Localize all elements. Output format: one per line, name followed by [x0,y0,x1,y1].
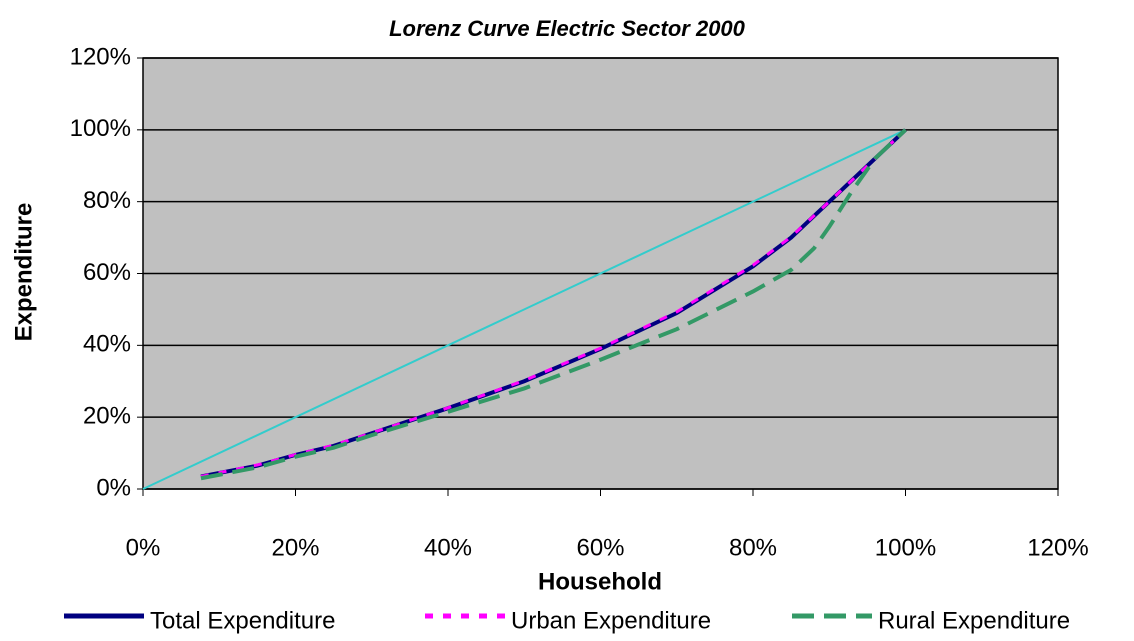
x-tick-label: 60% [576,534,624,561]
y-tick-label: 80% [83,187,131,214]
chart-title: Lorenz Curve Electric Sector 2000 [389,16,746,41]
plot-border [142,57,1059,490]
legend-label: Total Expenditure [150,607,335,634]
y-tick-label: 120% [70,43,131,70]
y-tick-label: 0% [96,474,131,501]
x-tick-label: 0% [126,534,161,561]
series-line [200,128,907,481]
x-tick-label: 20% [271,534,319,561]
y-axis-label: Expenditure [10,203,37,342]
equality-line [142,128,906,490]
legend-label: Rural Expenditure [878,607,1070,634]
x-tick-label: 40% [424,534,472,561]
y-tick-label: 20% [83,403,131,430]
x-tick-label: 80% [729,534,777,561]
legend-label: Urban Expenditure [511,607,711,634]
y-tick-label: 40% [83,331,131,358]
x-axis-label: Household [538,568,662,595]
x-tick-label: 100% [875,534,936,561]
series-line [200,128,907,478]
x-tick-label: 120% [1027,534,1088,561]
y-tick-label: 100% [70,115,131,142]
y-tick-label: 60% [83,259,131,286]
